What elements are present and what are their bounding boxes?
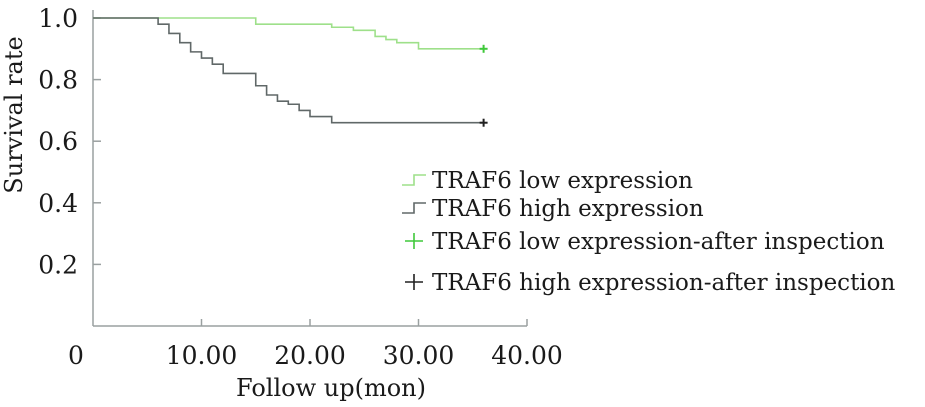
legend-label: TRAF6 low expression (432, 168, 693, 194)
y-tick-label: 0.4 (38, 189, 78, 218)
legend-swatch-step (402, 202, 426, 214)
x-tick-label: 40.00 (491, 341, 563, 370)
y-tick-label: 1.0 (38, 4, 78, 33)
y-ticks: 0.2 0.4 0.6 0.8 1.0 (38, 4, 101, 279)
x-tick-label: 20.00 (274, 341, 346, 370)
series-3-censor-marker (479, 118, 488, 127)
legend-label: TRAF6 high expression-after inspection (432, 270, 896, 296)
series-1-curve (93, 17, 484, 124)
legend-swatch-step (402, 174, 426, 186)
x-tick-label: 30.00 (383, 341, 455, 370)
series-2-censor-marker (479, 44, 488, 53)
legend-item-3: TRAF6 high expression-after inspection (405, 270, 896, 296)
legend-item-0: TRAF6 low expression (402, 168, 693, 194)
x-tick-label: 10.00 (166, 341, 238, 370)
x-axis-title: Follow up(mon) (236, 374, 426, 402)
censor-markers (479, 44, 488, 127)
y-tick-label: 0.2 (38, 250, 78, 279)
legend-item-1: TRAF6 high expression (402, 196, 704, 222)
legend-swatch-plus (405, 274, 423, 290)
legend-label: TRAF6 low expression-after inspection (432, 229, 885, 255)
legend-swatch-plus (405, 233, 423, 249)
legend-item-2: TRAF6 low expression-after inspection (405, 229, 885, 255)
y-tick-label: 0.6 (38, 127, 78, 156)
y-tick-label: 0.8 (38, 66, 78, 95)
y-axis-title: Survival rate (0, 36, 28, 193)
legend-label: TRAF6 high expression (432, 196, 704, 222)
x-ticks: 0 10.00 20.00 30.00 40.00 (68, 319, 563, 370)
curves (93, 17, 484, 124)
x-tick-label: 0 (68, 341, 84, 370)
series-0-curve (93, 17, 484, 50)
